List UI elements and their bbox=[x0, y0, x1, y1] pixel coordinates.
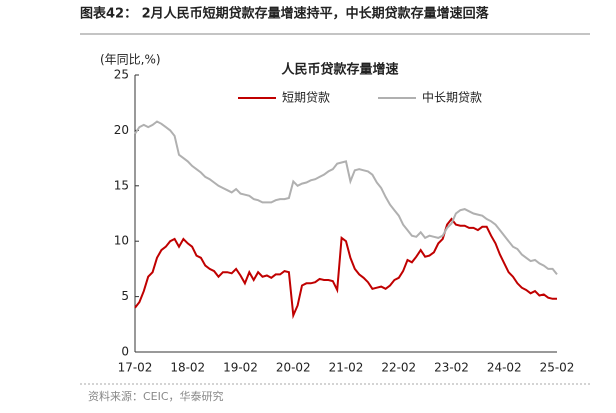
series-line bbox=[134, 120, 558, 276]
legend-label: 中长期贷款 bbox=[422, 90, 482, 105]
y-tick-label: 0 bbox=[121, 345, 129, 359]
series-line bbox=[134, 217, 557, 320]
x-tick-label: 25-02 bbox=[540, 361, 575, 375]
y-tick-label: 20 bbox=[114, 123, 129, 137]
y-tick-label: 25 bbox=[114, 68, 129, 82]
y-axis-label: (年同比,%) bbox=[100, 53, 161, 67]
x-tick-label: 18-02 bbox=[170, 361, 205, 375]
y-tick-label: 15 bbox=[114, 178, 129, 192]
chart-title: 人民币贷款存量增速 bbox=[281, 62, 398, 78]
y-tick-label: 5 bbox=[121, 289, 129, 303]
legend-label: 短期贷款 bbox=[282, 91, 330, 105]
x-tick-label: 21-02 bbox=[329, 361, 364, 375]
x-tick-label: 22-02 bbox=[381, 361, 416, 375]
x-tick-label: 20-02 bbox=[276, 361, 311, 375]
x-tick-label: 17-02 bbox=[118, 361, 153, 375]
source-note: 资料来源：CEIC，华泰研究 bbox=[88, 389, 224, 403]
x-tick-label: 19-02 bbox=[223, 361, 258, 375]
y-tick-label: 10 bbox=[114, 234, 129, 248]
x-tick-label: 23-02 bbox=[434, 361, 469, 375]
page-header: 图表42： 2月人民币短期贷款存量增速持平，中长期贷款存量增速回落 bbox=[80, 6, 490, 22]
x-tick-label: 24-02 bbox=[487, 361, 522, 375]
